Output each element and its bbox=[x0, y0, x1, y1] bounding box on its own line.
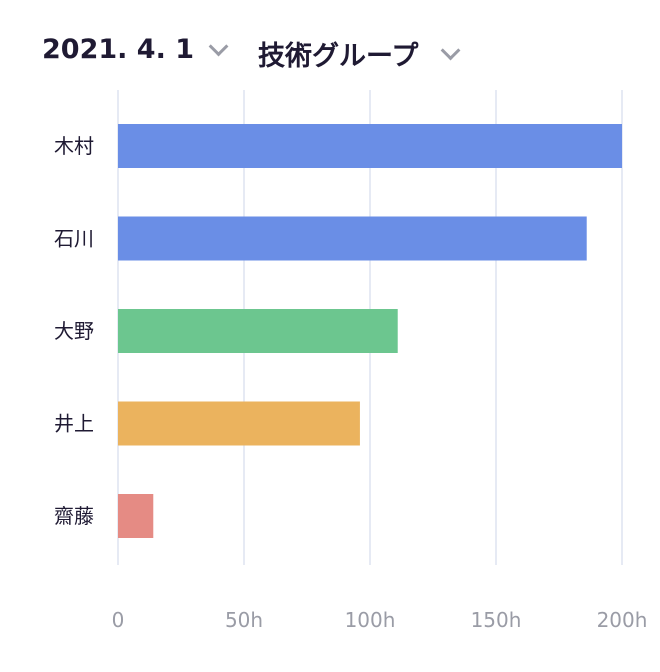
category-label: 石川 bbox=[54, 227, 94, 251]
category-label: 井上 bbox=[54, 412, 94, 436]
group-selector[interactable]: 技術グループ bbox=[258, 34, 461, 73]
bar bbox=[118, 309, 398, 353]
category-label: 木村 bbox=[54, 134, 94, 158]
x-tick-label: 0 bbox=[112, 608, 125, 632]
group-label: 技術グループ bbox=[258, 41, 419, 72]
x-tick-label: 150h bbox=[471, 608, 522, 632]
x-tick-label: 50h bbox=[225, 608, 263, 632]
category-label: 齋藤 bbox=[54, 504, 94, 528]
date-selector[interactable]: 2021. 4. 1 bbox=[42, 34, 229, 65]
category-label: 大野 bbox=[54, 319, 94, 343]
x-tick-label: 200h bbox=[597, 608, 648, 632]
bar bbox=[118, 216, 587, 261]
x-tick-label: 100h bbox=[345, 608, 396, 632]
bar bbox=[118, 401, 360, 446]
bar bbox=[118, 494, 154, 538]
date-label: 2021. 4. 1 bbox=[42, 34, 195, 65]
bar bbox=[118, 124, 622, 168]
